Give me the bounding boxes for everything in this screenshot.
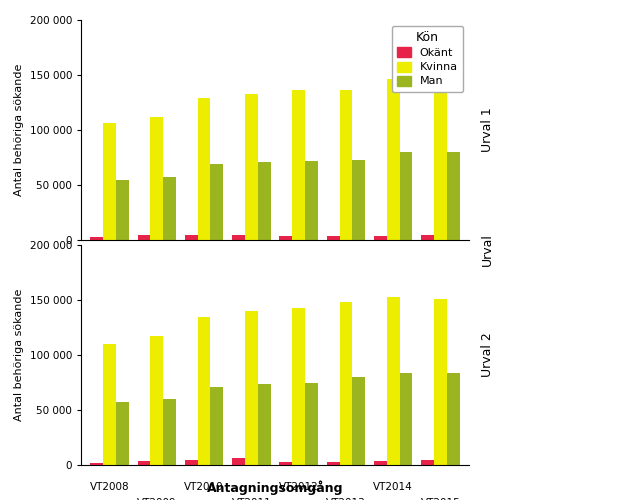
Bar xyxy=(292,308,305,465)
Bar xyxy=(292,90,305,240)
Bar xyxy=(103,344,116,465)
Text: Urval: Urval xyxy=(481,234,494,266)
Legend: Okänt, Kvinna, Man: Okänt, Kvinna, Man xyxy=(392,26,463,92)
Bar xyxy=(151,336,163,465)
Bar xyxy=(327,236,339,240)
Bar xyxy=(447,152,459,240)
Bar xyxy=(387,296,399,465)
Bar xyxy=(447,372,459,465)
Bar xyxy=(434,80,447,240)
Text: VT2010: VT2010 xyxy=(184,482,224,492)
Bar xyxy=(374,236,387,240)
Bar xyxy=(91,463,103,465)
Bar xyxy=(232,234,245,240)
Bar xyxy=(138,460,151,465)
Bar xyxy=(305,382,318,465)
Bar xyxy=(258,384,271,465)
Text: VT2009: VT2009 xyxy=(137,498,177,500)
Text: VT2008: VT2008 xyxy=(90,482,129,492)
Bar xyxy=(163,178,176,240)
Text: Urval 2: Urval 2 xyxy=(481,332,494,378)
Bar xyxy=(245,94,258,240)
Text: VT2015: VT2015 xyxy=(421,498,460,500)
Bar xyxy=(211,387,223,465)
Bar xyxy=(352,160,365,240)
Bar xyxy=(258,162,271,240)
Bar xyxy=(198,98,211,240)
Bar xyxy=(245,311,258,465)
Bar xyxy=(339,90,352,240)
Bar xyxy=(374,460,387,465)
Bar xyxy=(103,124,116,240)
Y-axis label: Antal behöriga sökande: Antal behöriga sökande xyxy=(14,289,24,421)
Y-axis label: Antal behöriga sökande: Antal behöriga sökande xyxy=(14,64,24,196)
Bar xyxy=(163,399,176,465)
Bar xyxy=(151,117,163,240)
Bar xyxy=(305,161,318,240)
Bar xyxy=(91,236,103,240)
Bar xyxy=(279,236,292,240)
Text: Urval 1: Urval 1 xyxy=(481,108,494,152)
Text: VT2011: VT2011 xyxy=(231,498,271,500)
Bar xyxy=(198,316,211,465)
Text: VT2013: VT2013 xyxy=(326,498,366,500)
Bar xyxy=(279,462,292,465)
Bar xyxy=(185,460,198,465)
Bar xyxy=(434,299,447,465)
Text: VT2012: VT2012 xyxy=(279,482,319,492)
Bar xyxy=(138,234,151,240)
Bar xyxy=(211,164,223,240)
Bar xyxy=(421,460,434,465)
Bar xyxy=(185,234,198,240)
Bar xyxy=(399,372,412,465)
Bar xyxy=(399,152,412,240)
Bar xyxy=(421,234,434,240)
Bar xyxy=(327,462,339,465)
Bar xyxy=(232,458,245,465)
Text: Antagningsomgång: Antagningsomgång xyxy=(207,480,343,495)
Bar xyxy=(116,180,129,240)
Bar xyxy=(339,302,352,465)
Bar xyxy=(116,402,129,465)
Text: VT2014: VT2014 xyxy=(373,482,413,492)
Bar xyxy=(387,80,399,240)
Bar xyxy=(352,377,365,465)
